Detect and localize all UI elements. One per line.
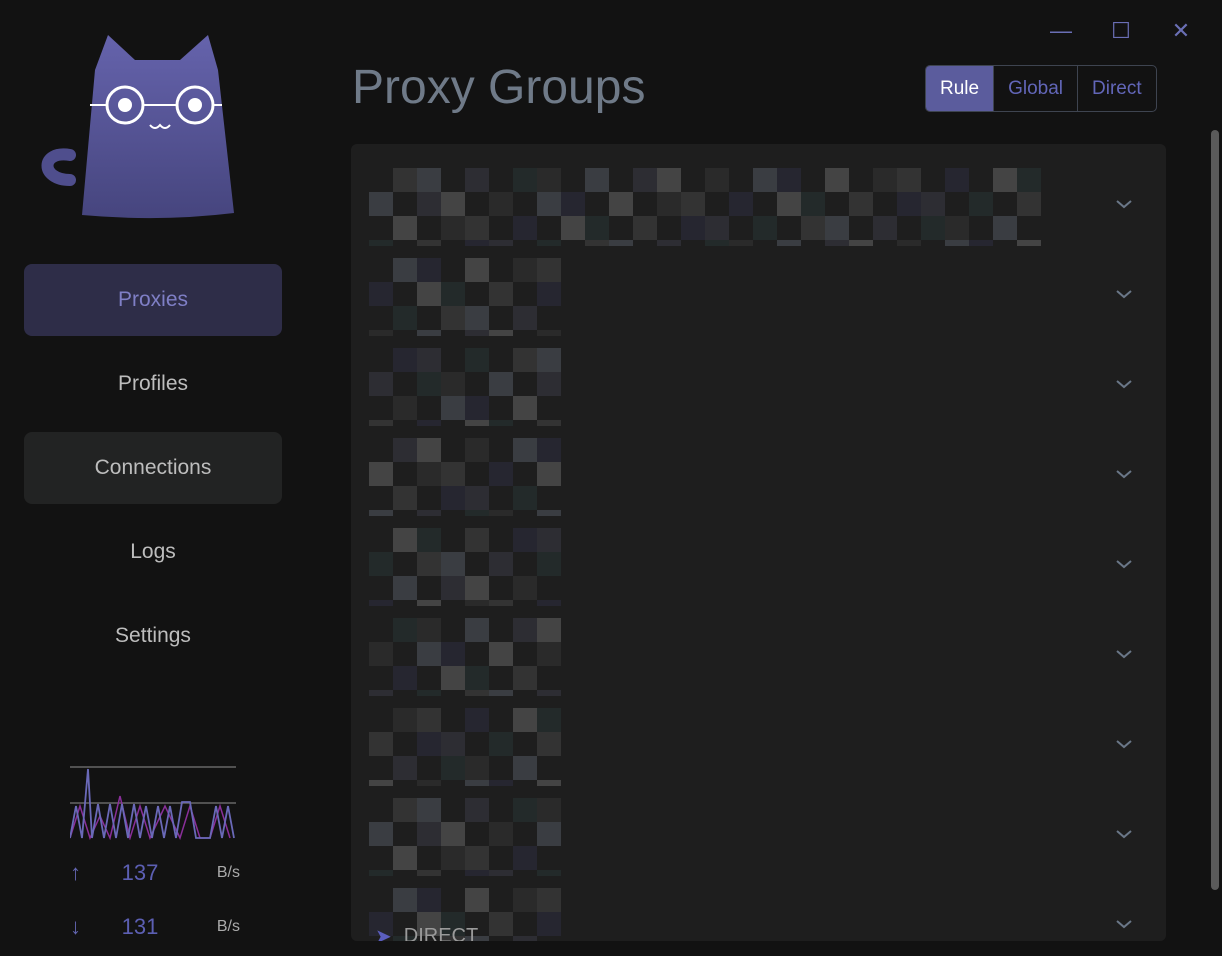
- upload-speed: ↑ 137 B/s: [70, 860, 240, 885]
- sidebar: Proxies Profiles Connections Logs Settin…: [0, 0, 306, 956]
- mode-switch: Rule Global Direct: [925, 65, 1157, 112]
- chevron-down-icon[interactable]: [1114, 644, 1134, 664]
- sidebar-item-label: Connections: [94, 456, 212, 479]
- sidebar-item-label: Settings: [115, 624, 191, 647]
- proxy-group-row[interactable]: [351, 336, 1166, 426]
- redacted-group-info: [369, 348, 561, 426]
- sidebar-item-settings[interactable]: Settings: [24, 600, 282, 672]
- chevron-down-icon[interactable]: [1114, 824, 1134, 844]
- sidebar-item-label: Profiles: [117, 372, 189, 395]
- redacted-group-info: [369, 888, 561, 941]
- redacted-group-info: [369, 528, 561, 606]
- proxy-group-row[interactable]: [351, 786, 1166, 876]
- proxy-group-row[interactable]: [351, 516, 1166, 606]
- arrow-up-icon: ↑: [70, 860, 81, 885]
- redacted-group-info: [369, 258, 561, 336]
- redacted-group-info: [369, 618, 561, 696]
- redacted-group-info: [369, 168, 1041, 246]
- mode-rule-button[interactable]: Rule: [926, 66, 994, 111]
- send-icon: ➤: [375, 926, 392, 941]
- chevron-down-icon[interactable]: [1114, 464, 1134, 484]
- proxy-group-row[interactable]: [351, 246, 1166, 336]
- scrollbar[interactable]: [1211, 130, 1219, 890]
- traffic-graph: [70, 766, 236, 840]
- maximize-icon[interactable]: ☐: [1111, 18, 1131, 43]
- page-title: Proxy Groups: [352, 61, 646, 114]
- proxy-group-row[interactable]: [351, 606, 1166, 696]
- proxy-group-row[interactable]: [351, 696, 1166, 786]
- proxy-group-row[interactable]: [351, 156, 1166, 246]
- sidebar-item-label: Logs: [130, 540, 176, 563]
- sidebar-item-label: Proxies: [117, 288, 189, 311]
- chevron-down-icon[interactable]: [1114, 194, 1134, 214]
- proxy-group-list: ➤ DIRECT: [351, 144, 1166, 941]
- download-speed: ↓ 131 B/s: [70, 914, 240, 939]
- proxy-group-row[interactable]: [351, 876, 1166, 941]
- redacted-group-info: [369, 708, 561, 786]
- sidebar-item-proxies[interactable]: Proxies: [24, 264, 282, 336]
- sidebar-item-profiles[interactable]: Profiles: [24, 348, 282, 420]
- redacted-group-info: [369, 438, 561, 516]
- chevron-down-icon[interactable]: [1114, 284, 1134, 304]
- chevron-down-icon[interactable]: [1114, 734, 1134, 754]
- mode-direct-button[interactable]: Direct: [1077, 66, 1156, 111]
- redacted-group-info: [369, 798, 561, 876]
- close-icon[interactable]: ✕: [1171, 18, 1191, 43]
- proxy-group-row[interactable]: [351, 426, 1166, 516]
- sidebar-item-logs[interactable]: Logs: [24, 516, 282, 588]
- chevron-down-icon[interactable]: [1114, 374, 1134, 394]
- chevron-down-icon[interactable]: [1114, 554, 1134, 574]
- cat-logo: [41, 35, 234, 219]
- sidebar-item-connections[interactable]: Connections: [24, 432, 282, 504]
- minimize-icon[interactable]: —: [1050, 18, 1072, 43]
- current-proxy: ➤ DIRECT: [375, 924, 478, 941]
- arrow-down-icon: ↓: [70, 914, 81, 939]
- chevron-down-icon[interactable]: [1114, 914, 1134, 934]
- mode-global-button[interactable]: Global: [993, 66, 1077, 111]
